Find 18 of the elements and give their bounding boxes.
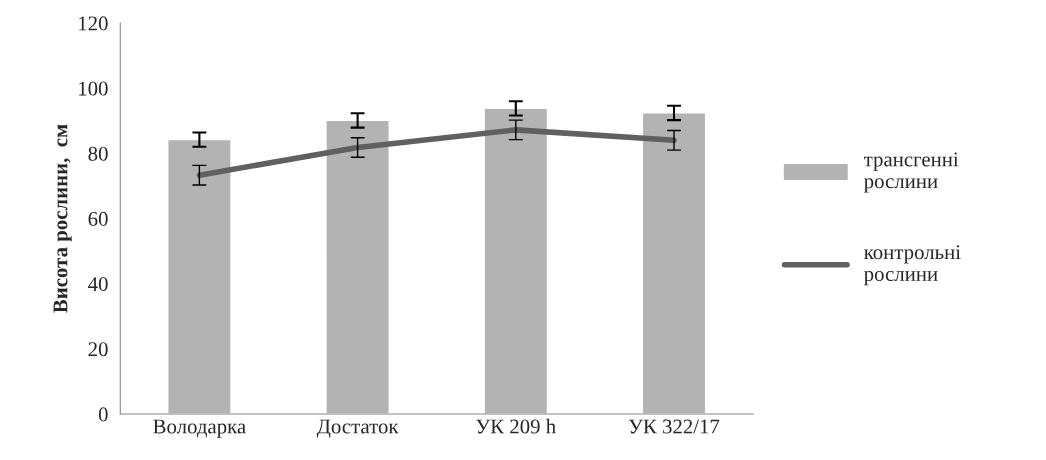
y-tick-label: 0 bbox=[98, 407, 108, 422]
bar bbox=[167, 138, 232, 414]
bar bbox=[483, 107, 549, 414]
y-tick-label: 20 bbox=[88, 342, 108, 357]
x-tick-label: Достаток bbox=[316, 419, 399, 438]
x-tick-label: УК 322/17 bbox=[628, 419, 720, 434]
bar bbox=[641, 112, 707, 414]
y-tick-label: 80 bbox=[88, 146, 108, 161]
x-tick-label: УК 209 h bbox=[476, 418, 556, 434]
legend-label: контрольні рослини bbox=[864, 245, 961, 286]
x-tick-label: Володарка bbox=[153, 419, 246, 438]
legend-label: трансгенні рослини bbox=[864, 152, 959, 193]
y-tick-label: 120 bbox=[79, 16, 108, 31]
y-tick-label: 60 bbox=[88, 211, 108, 226]
bar bbox=[325, 119, 390, 414]
y-axis-title: Висота рослини, см bbox=[53, 124, 72, 313]
y-tick-label: 100 bbox=[79, 81, 108, 96]
y-tick-label: 40 bbox=[88, 277, 108, 292]
